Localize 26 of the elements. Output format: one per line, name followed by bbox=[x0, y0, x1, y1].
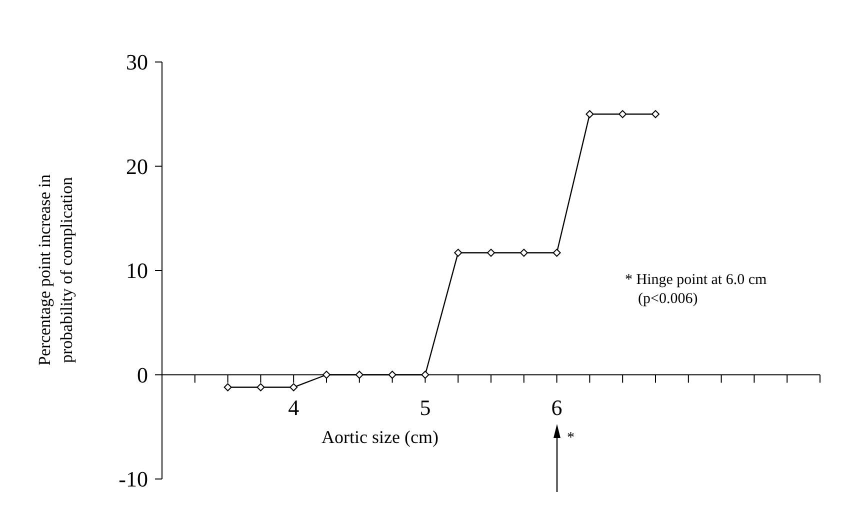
y-axis-title: Percentage point increase in probability of complication bbox=[35, 174, 76, 366]
x-tick-label: 6 bbox=[551, 394, 562, 420]
x-tick-label: 5 bbox=[420, 394, 431, 420]
point bbox=[487, 248, 495, 257]
point bbox=[618, 110, 627, 118]
y-tick-label: 10 bbox=[126, 258, 148, 284]
y-tick-label: -10 bbox=[118, 466, 148, 492]
point bbox=[454, 248, 462, 257]
annotation: * bbox=[567, 430, 574, 446]
annotation: * Hinge point at 6.0 cm (p<0.006) bbox=[625, 272, 767, 307]
point bbox=[256, 383, 265, 392]
point bbox=[652, 110, 660, 118]
y-tick-label: 20 bbox=[126, 154, 148, 179]
point bbox=[421, 370, 430, 379]
x-tick-label: 4 bbox=[288, 394, 300, 420]
point bbox=[552, 248, 561, 257]
point bbox=[224, 383, 232, 392]
y-tick-label: 0 bbox=[137, 362, 148, 388]
point bbox=[290, 383, 298, 392]
y-tick-label: 30 bbox=[126, 50, 148, 75]
x-axis-title: Aortic size (cm) bbox=[322, 427, 438, 447]
point bbox=[586, 110, 594, 118]
point bbox=[520, 248, 528, 257]
point bbox=[322, 370, 330, 379]
point bbox=[388, 370, 396, 379]
point bbox=[355, 370, 364, 379]
